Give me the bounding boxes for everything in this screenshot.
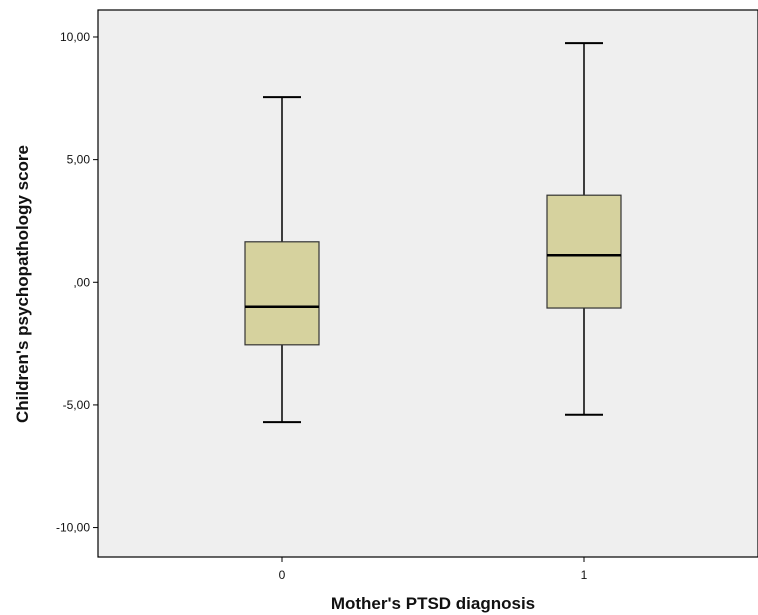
x-tick-label: 0	[279, 568, 286, 582]
y-tick-label: ,00	[73, 275, 90, 289]
iqr-box	[244, 241, 320, 346]
boxes-layer	[244, 42, 622, 424]
y-axis-title: Children's psychopathology score	[13, 145, 32, 423]
box-1	[546, 42, 622, 416]
iqr-box	[546, 194, 622, 309]
y-axis: -10,00 -5,00 ,00 5,00 10,00	[56, 30, 98, 535]
x-tick-label: 1	[581, 568, 588, 582]
y-tick-label: -10,00	[56, 521, 90, 535]
y-tick-label: 5,00	[67, 153, 91, 167]
box-0	[244, 96, 320, 424]
x-axis-title: Mother's PTSD diagnosis	[331, 594, 535, 613]
plot-area	[97, 9, 758, 558]
y-tick-label: 10,00	[60, 30, 90, 44]
y-tick-label: -5,00	[63, 398, 91, 412]
